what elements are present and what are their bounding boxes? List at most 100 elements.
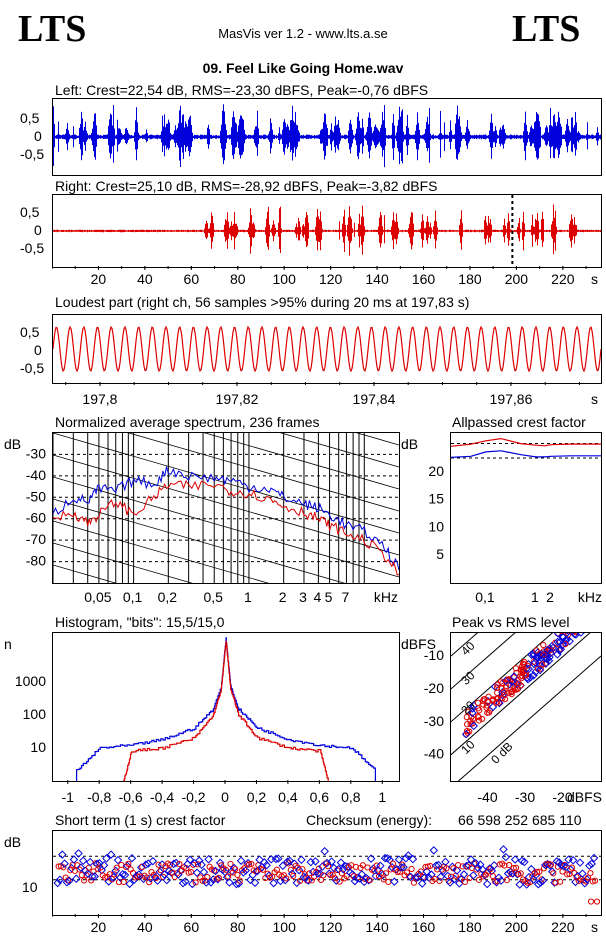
short-crest-point-left (292, 878, 302, 888)
short-crest-point-left (469, 871, 478, 880)
peakrms-point-left (570, 633, 579, 639)
spectrum-title: Normalized average spectrum, 236 frames (55, 414, 320, 430)
short-crest-point-left (320, 847, 329, 856)
time-tick-label: 140 (365, 271, 389, 287)
time-tick-label: 197,82 (216, 391, 259, 407)
short-crest-point-left (424, 873, 434, 882)
peakrms-point-right (501, 691, 508, 698)
peakrms-xtick-label: -20 (552, 789, 572, 805)
short-crest-point-left (125, 879, 134, 889)
short-crest-point-left (341, 862, 350, 871)
time-tick-label: 60 (184, 919, 200, 935)
peakrms-point-right (508, 691, 515, 698)
short-crest-point-left (260, 858, 269, 867)
spectrum-ytick-label: -70 (26, 531, 46, 547)
short-crest-point-right (550, 870, 557, 877)
short-crest-point-left (480, 870, 490, 880)
short-crest-point-right (199, 877, 206, 884)
short-crest-point-left (550, 878, 559, 887)
peakrms-point-left (571, 633, 581, 639)
peakrms-diag-label: 0 dB (488, 739, 515, 766)
peakrms-point-right (485, 693, 492, 700)
short-crest-point-right (85, 864, 92, 871)
peakrms-point-right (562, 641, 569, 648)
peakrms-point-left (558, 633, 568, 642)
histogram-xtick-label: -0,4 (150, 789, 174, 805)
peakrms-crest-diagonal (451, 633, 591, 756)
short-crest-point-right (408, 865, 415, 873)
short-crest-point-left (482, 879, 492, 889)
peakrms-point-right (505, 676, 512, 683)
short-crest-point-left (489, 861, 499, 870)
short-crest-point-left (297, 855, 306, 865)
waveform-left-svg (53, 104, 601, 168)
peakrms-point-left (553, 633, 563, 638)
allpassed-series-left (451, 450, 601, 458)
short-crest-point-right (234, 871, 241, 878)
peakrms-point-right (475, 717, 483, 724)
spectrum-xtick-label: 1 (244, 589, 252, 605)
short-crest-point-right (243, 861, 250, 868)
short-crest-time-axis: 20 40 60 80 100 120 140 160 180 200 220 s (52, 914, 598, 935)
spectrum-slope-line (53, 498, 346, 583)
short-crest-point-right (222, 866, 229, 873)
short-crest-svg (53, 845, 601, 905)
short-crest-point-right (593, 898, 601, 905)
short-crest-point-left (269, 878, 278, 888)
histogram-xtick-label: -1 (62, 789, 75, 805)
histogram-xtick-label: 0 (221, 789, 229, 805)
short-crest-point-left (487, 866, 497, 876)
short-crest-point-left (85, 857, 95, 867)
spectrum-slope-line (53, 564, 117, 583)
peakrms-point-left (535, 661, 545, 671)
short-crest-point-right (259, 866, 267, 873)
short-crest-point-left (459, 870, 469, 879)
peakrms-point-left (548, 643, 558, 653)
spectrum-series-left (53, 466, 399, 571)
short-crest-point-left (364, 875, 374, 885)
waveform-right-title: Right: Crest=25,10 dB, RMS=-28,92 dBFS, … (55, 178, 438, 194)
spectrum-y-axis: -30 -40 -50 -60 -70 -80 (26, 445, 46, 569)
spectrum-slope-line (53, 476, 399, 578)
peakrms-point-right (497, 678, 505, 685)
peakrms-point-right (563, 633, 570, 637)
time-tick-label: 140 (365, 919, 389, 935)
time-unit-label: s (591, 919, 598, 935)
short-crest-point-left (536, 878, 545, 887)
short-crest-point-right (192, 879, 199, 886)
short-crest-point-right (533, 868, 541, 876)
short-crest-point-left (197, 860, 206, 869)
peakrms-point-right (572, 633, 579, 636)
spectrum-series-right (53, 479, 399, 576)
peakrms-point-right (508, 688, 515, 695)
spectrum-slope-line (53, 542, 193, 583)
peakrms-point-left (553, 637, 562, 647)
spectrum-ytick-label: -80 (26, 553, 46, 569)
short-crest-point-left (225, 878, 234, 887)
short-crest-point-left (404, 851, 413, 860)
histogram-plot (52, 632, 400, 782)
short-crest-point-left (211, 866, 220, 876)
loudest-time-axis: 197,8 197,82 197,84 197,86 s (65, 382, 598, 407)
short-crest-point-right (366, 877, 373, 884)
histogram-xtick-label: 0,2 (247, 789, 267, 805)
short-crest-plot (52, 830, 602, 916)
peakrms-point-right (467, 717, 474, 724)
allpassed-plot (450, 432, 602, 584)
peakrms-point-right (483, 702, 490, 709)
checksum-value: 66 598 252 685 110 (458, 812, 582, 828)
time-tick-label: 60 (184, 271, 200, 287)
short-crest-point-left (413, 873, 422, 882)
wr-ytick-1: 0,5 (20, 204, 40, 220)
time-tick-label: 160 (412, 919, 436, 935)
peakrms-crest-diagonal (451, 633, 554, 723)
short-crest-point-left (157, 860, 167, 869)
short-crest-point-left (262, 860, 271, 870)
peakrms-crest-diagonal (451, 633, 516, 690)
short-crest-point-left (394, 855, 404, 864)
spectrum-x-axis: 0,05 0,1 0,2 0,5 1 2 3 4 5 7 kHz (84, 589, 398, 605)
spectrum-slope-line (53, 520, 269, 583)
short-crest-point-left (78, 856, 88, 866)
short-crest-point-left (311, 857, 320, 866)
short-crest-point-left (571, 877, 580, 887)
